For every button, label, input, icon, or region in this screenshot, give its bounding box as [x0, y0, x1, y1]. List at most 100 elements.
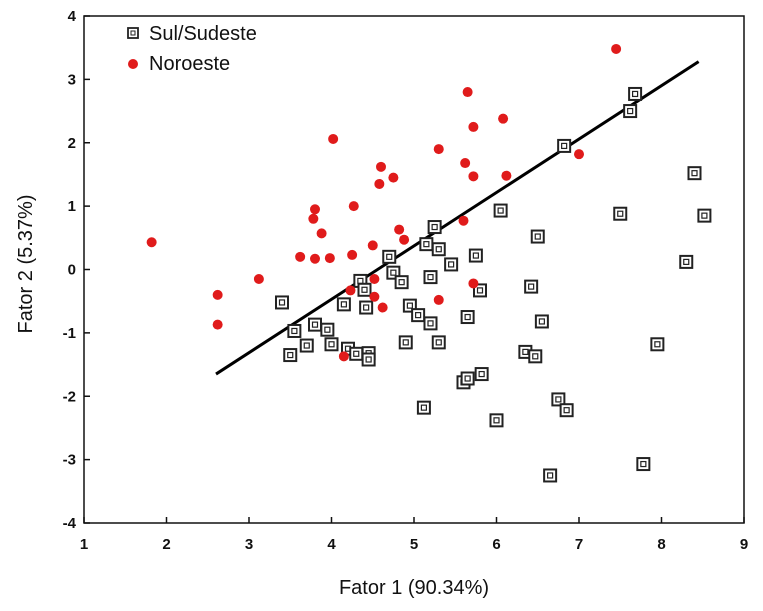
data-point-noroeste	[212, 289, 223, 300]
legend-item-noroeste: Noroeste	[128, 53, 230, 75]
data-point-noroeste	[310, 253, 320, 264]
y-axis-ticks: 4 3 2 1 0 -1 -2 -3 -4	[63, 8, 90, 532]
y-tick-label: 1	[68, 198, 76, 215]
data-point-sul-sudeste	[416, 400, 431, 415]
data-point-noroeste	[468, 121, 479, 132]
data-point-noroeste	[212, 319, 223, 330]
series-sul-sudeste	[275, 86, 712, 483]
data-point-noroeste	[388, 172, 399, 183]
data-point-noroeste	[468, 278, 479, 289]
x-tick-label: 4	[327, 536, 336, 553]
data-point-sul-sudeste	[444, 257, 459, 272]
x-axis-ticks: 1 2 3 4 5 6 7 8 9	[80, 517, 748, 553]
data-point-sul-sudeste	[361, 352, 376, 367]
data-point-sul-sudeste	[460, 310, 475, 325]
data-point-noroeste	[347, 249, 358, 260]
data-point-noroeste	[611, 43, 622, 54]
legend-circle-marker	[128, 59, 138, 69]
data-point-noroeste	[376, 161, 386, 172]
data-point-sul-sudeste	[283, 348, 298, 363]
plot-frame	[83, 15, 745, 524]
data-point-noroeste	[377, 302, 388, 313]
y-tick-label: 0	[68, 262, 76, 279]
y-tick-label: 4	[68, 8, 77, 25]
data-point-sul-sudeste	[468, 248, 483, 263]
legend-label-sul-sudeste: Sul/Sudeste	[149, 23, 257, 45]
data-point-sul-sudeste	[628, 86, 643, 101]
y-tick-label: -4	[63, 515, 77, 532]
x-axis-title: Fator 1 (90.34%)	[339, 577, 489, 599]
data-point-noroeste	[374, 178, 385, 189]
data-point-noroeste	[399, 234, 410, 245]
data-point-noroeste	[310, 204, 320, 215]
data-point-noroeste	[498, 113, 509, 124]
y-tick-label: -3	[63, 452, 76, 469]
data-point-noroeste	[253, 274, 264, 285]
data-point-sul-sudeste	[493, 203, 508, 218]
data-point-noroeste	[338, 351, 349, 362]
data-point-sul-sudeste	[427, 220, 442, 235]
legend-square-inner	[130, 30, 136, 36]
y-tick-label: -1	[63, 325, 76, 342]
y-tick-label: -2	[63, 388, 76, 405]
data-point-sul-sudeste	[324, 337, 339, 352]
data-point-noroeste	[295, 251, 306, 262]
data-point-sul-sudeste	[623, 104, 638, 119]
data-point-sul-sudeste	[431, 335, 446, 350]
data-point-sul-sudeste	[336, 297, 351, 312]
data-point-sul-sudeste	[557, 138, 572, 153]
data-point-sul-sudeste	[650, 337, 665, 352]
data-point-sul-sudeste	[524, 279, 539, 294]
x-tick-label: 6	[492, 536, 500, 553]
x-tick-label: 1	[80, 536, 88, 553]
data-point-sul-sudeste	[287, 323, 302, 338]
x-tick-label: 3	[245, 536, 253, 553]
legend-item-sul-sudeste: Sul/Sudeste	[127, 23, 257, 45]
data-point-sul-sudeste	[382, 249, 397, 264]
data-point-noroeste	[468, 171, 479, 182]
data-point-sul-sudeste	[679, 254, 694, 269]
data-point-sul-sudeste	[489, 413, 504, 428]
data-point-sul-sudeste	[636, 457, 651, 472]
data-point-sul-sudeste	[559, 403, 574, 418]
data-point-noroeste	[316, 228, 327, 239]
x-tick-label: 5	[410, 536, 418, 553]
data-point-sul-sudeste	[423, 270, 438, 285]
data-point-sul-sudeste	[398, 335, 413, 350]
data-point-sul-sudeste	[551, 392, 566, 407]
data-point-sul-sudeste	[530, 229, 545, 244]
data-point-noroeste	[433, 144, 444, 155]
data-point-sul-sudeste	[320, 322, 335, 337]
data-point-noroeste	[367, 240, 378, 251]
data-point-sul-sudeste	[528, 349, 543, 364]
data-point-sul-sudeste	[460, 371, 475, 386]
data-point-noroeste	[328, 133, 339, 144]
data-point-noroeste	[348, 201, 359, 212]
data-point-sul-sudeste	[275, 295, 289, 310]
data-point-sul-sudeste	[349, 346, 364, 361]
data-point-sul-sudeste	[299, 338, 314, 353]
data-point-sul-sudeste	[687, 166, 702, 181]
data-point-sul-sudeste	[394, 275, 409, 290]
data-point-noroeste	[574, 149, 584, 160]
data-point-noroeste	[394, 224, 405, 235]
data-point-sul-sudeste	[613, 206, 628, 221]
data-point-sul-sudeste	[534, 314, 549, 329]
data-point-sul-sudeste	[419, 237, 434, 252]
trend-line	[215, 60, 700, 376]
data-point-noroeste	[462, 87, 473, 98]
data-point-noroeste	[369, 291, 380, 302]
data-point-noroeste	[324, 253, 335, 264]
data-point-noroeste	[369, 274, 380, 285]
data-point-sul-sudeste	[308, 317, 322, 332]
data-point-sul-sudeste	[697, 208, 712, 223]
data-point-sul-sudeste	[357, 282, 372, 297]
series-noroeste	[146, 43, 622, 362]
data-point-sul-sudeste	[431, 242, 446, 257]
data-point-noroeste	[458, 215, 469, 226]
data-point-sul-sudeste	[474, 367, 489, 382]
data-point-noroeste	[146, 237, 157, 248]
data-point-noroeste	[460, 158, 471, 169]
legend-label-noroeste: Noroeste	[149, 53, 230, 75]
